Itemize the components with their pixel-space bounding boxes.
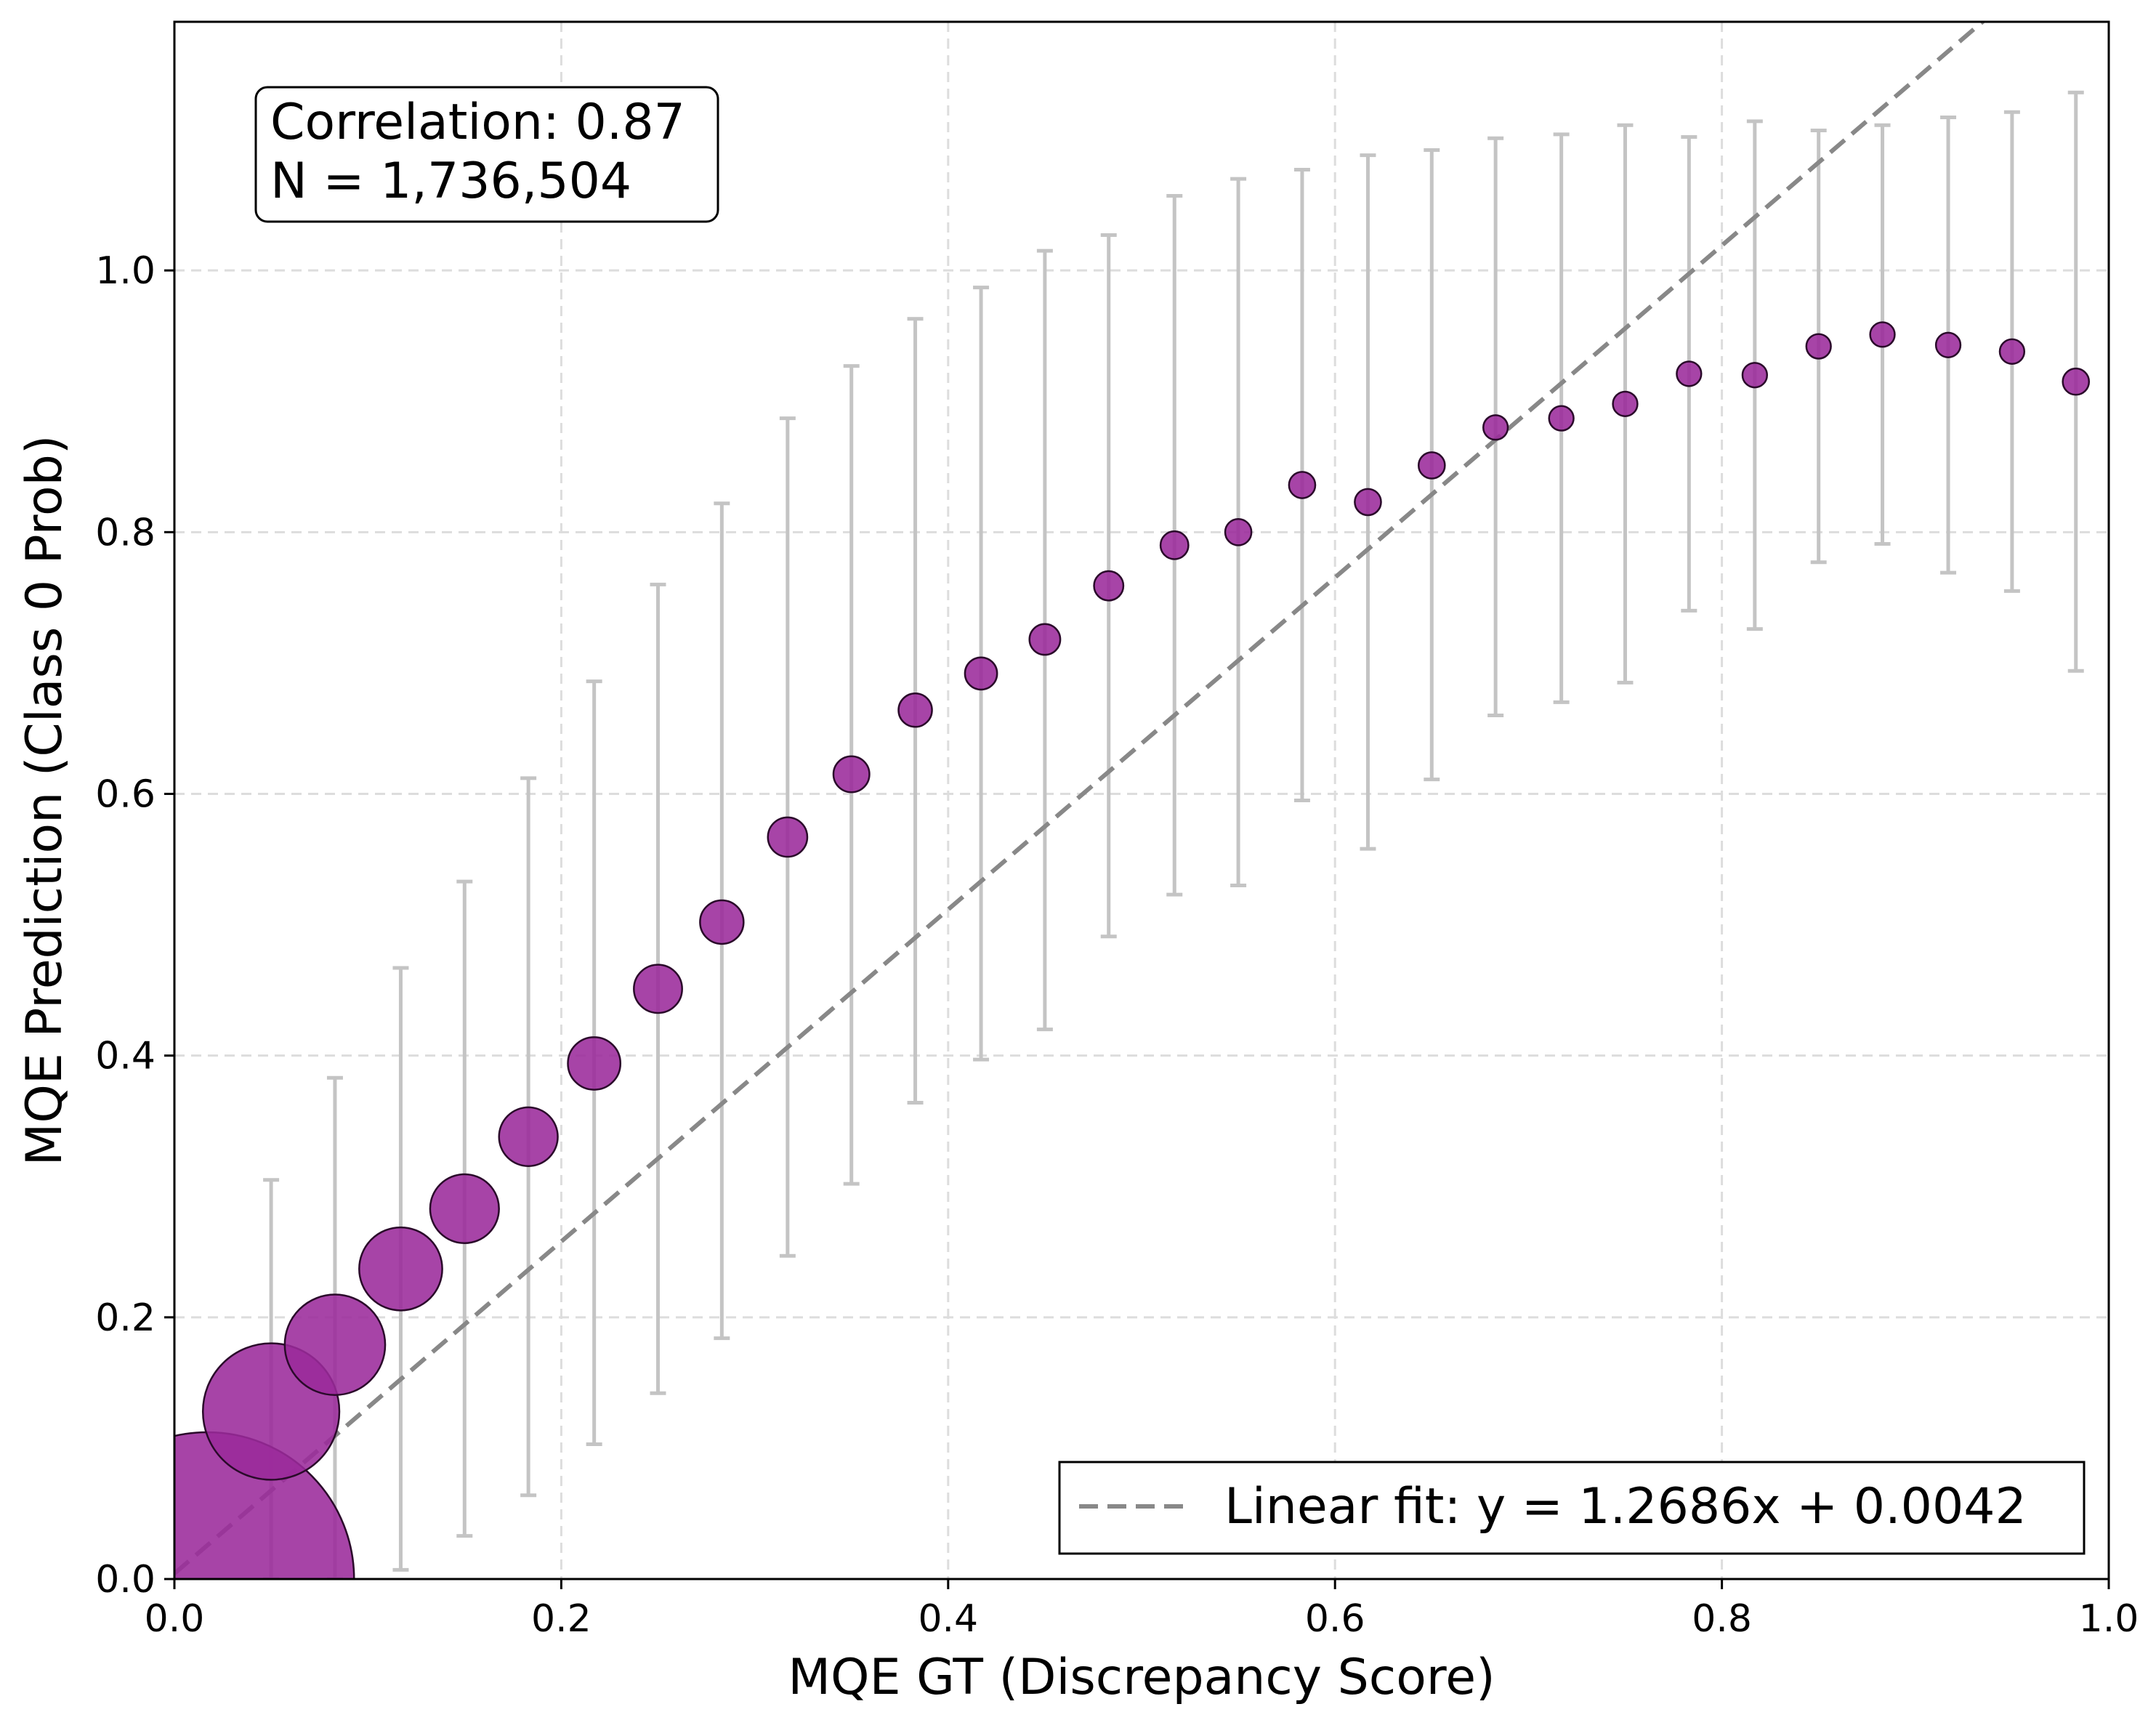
data-point xyxy=(567,1036,622,1091)
correlation-text: Correlation: 0.87 xyxy=(270,94,685,151)
data-point xyxy=(1741,362,1769,389)
y-tick-label: 0.8 xyxy=(95,511,156,554)
data-point xyxy=(1288,471,1317,499)
legend-box xyxy=(1058,1461,2086,1555)
x-tick-label: 0.2 xyxy=(531,1597,592,1641)
data-points xyxy=(174,321,2091,1579)
data-point xyxy=(429,1173,500,1244)
data-point xyxy=(1934,331,1962,358)
x-tick-label: 0.8 xyxy=(1692,1597,1752,1641)
plot-frame xyxy=(173,20,2110,1580)
data-point xyxy=(1676,360,1703,387)
y-axis-label: MQE Prediction (Class 0 Prob) xyxy=(16,435,73,1166)
data-point xyxy=(1028,623,1062,656)
data-point xyxy=(1093,570,1125,602)
data-point xyxy=(964,656,998,691)
data-point xyxy=(358,1226,443,1312)
data-point xyxy=(1482,414,1509,441)
data-point xyxy=(283,1293,387,1396)
grid xyxy=(174,22,2109,1579)
y-tick-label: 1.0 xyxy=(95,249,156,293)
y-tick-label: 0.6 xyxy=(95,772,156,816)
data-point xyxy=(498,1106,559,1167)
y-tick-label: 0.2 xyxy=(95,1296,156,1340)
y-tick-label: 0.4 xyxy=(95,1035,156,1078)
ticks: 0.0 0.2 0.4 0.6 0.8 1.0 0.0 0.2 0.4 0.6 0.8 1.0 xyxy=(95,249,2139,1641)
data-point xyxy=(1998,338,2026,365)
data-point xyxy=(1159,530,1190,560)
x-tick-label: 1.0 xyxy=(2079,1597,2139,1641)
stats-annotation: Correlation: 0.87 N = 1,736,504 xyxy=(254,86,719,223)
data-point xyxy=(1417,451,1446,480)
x-axis-label: MQE GT (Discrepancy Score) xyxy=(788,1649,1495,1706)
x-tick-label: 0.4 xyxy=(918,1597,978,1641)
sample-count-text: N = 1,736,504 xyxy=(270,153,631,210)
x-tick-label: 0.6 xyxy=(1305,1597,1365,1641)
data-point xyxy=(1612,390,1639,417)
stats-annotation-box xyxy=(254,86,719,223)
data-point xyxy=(1354,488,1382,517)
data-point xyxy=(1805,333,1832,360)
data-point xyxy=(1869,321,1896,348)
data-point xyxy=(699,899,745,945)
axes-frame xyxy=(173,20,2110,1580)
x-tick-label: 0.0 xyxy=(145,1597,205,1641)
data-point xyxy=(2062,367,2091,396)
data-point xyxy=(1548,405,1575,432)
data-point xyxy=(633,964,683,1014)
data-point xyxy=(1224,518,1253,546)
data-point xyxy=(897,692,933,728)
legend: Linear fit: y = 1.2686x + 0.0042 xyxy=(1058,1461,2086,1555)
y-tick-label: 0.0 xyxy=(95,1558,156,1602)
data-point xyxy=(832,755,871,794)
legend-fit-label: Linear fit: y = 1.2686x + 0.0042 xyxy=(1224,1478,2027,1535)
data-point xyxy=(767,816,809,858)
